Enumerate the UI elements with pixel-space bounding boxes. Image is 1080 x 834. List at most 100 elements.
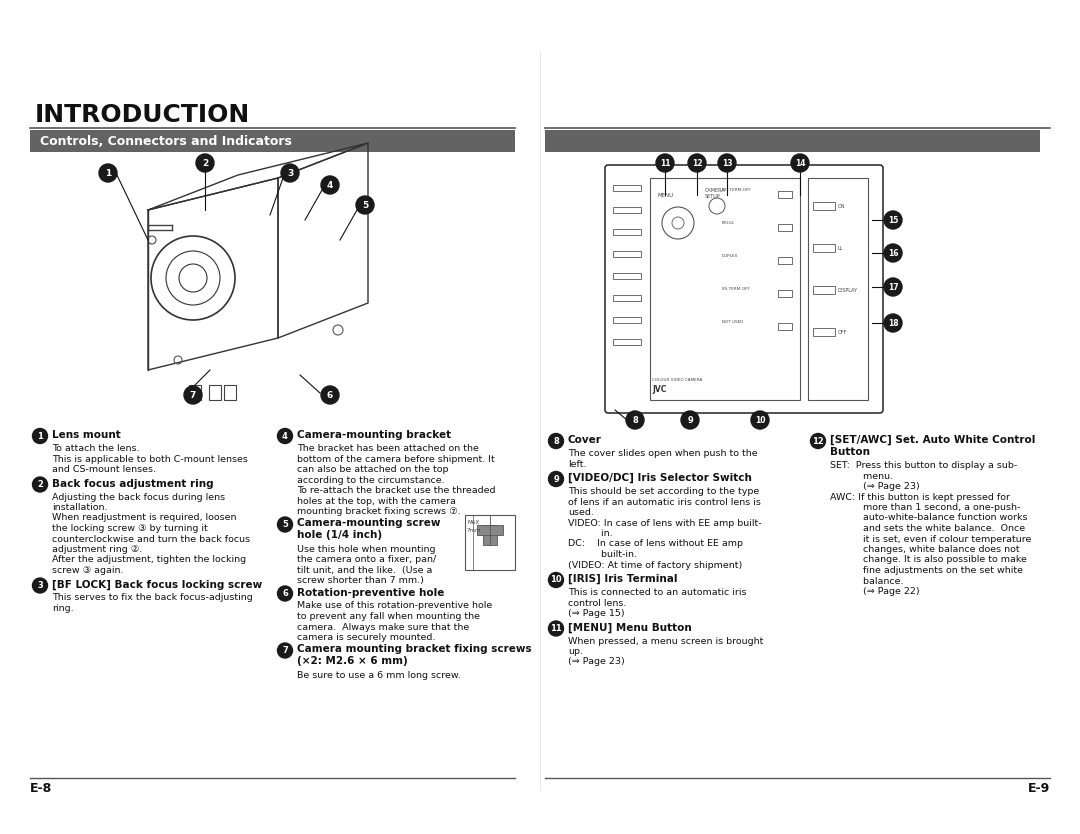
Text: MAX: MAX xyxy=(467,520,480,525)
Text: This is applicable to both C-mount lenses: This is applicable to both C-mount lense… xyxy=(52,455,248,464)
Text: screw shorter than 7 mm.): screw shorter than 7 mm.) xyxy=(297,576,423,585)
Text: 13: 13 xyxy=(721,158,732,168)
Text: tilt unit, and the like.  (Use a: tilt unit, and the like. (Use a xyxy=(297,565,432,575)
Text: 1: 1 xyxy=(105,168,111,178)
Bar xyxy=(813,244,835,252)
Circle shape xyxy=(99,164,117,182)
Circle shape xyxy=(278,643,293,658)
Text: adjustment ring ②.: adjustment ring ②. xyxy=(52,545,143,554)
Text: 8: 8 xyxy=(553,436,558,445)
Text: 17: 17 xyxy=(888,283,899,292)
Circle shape xyxy=(549,572,564,587)
Text: Button: Button xyxy=(831,447,870,457)
Text: After the adjustment, tighten the locking: After the adjustment, tighten the lockin… xyxy=(52,555,246,565)
Circle shape xyxy=(885,278,902,296)
Circle shape xyxy=(356,196,374,214)
Text: changes, white balance does not: changes, white balance does not xyxy=(831,545,1020,554)
Text: Use this hole when mounting: Use this hole when mounting xyxy=(297,545,435,554)
Circle shape xyxy=(718,154,735,172)
Bar xyxy=(613,207,642,213)
Bar xyxy=(813,328,835,336)
Bar xyxy=(778,224,792,231)
Text: 6: 6 xyxy=(282,589,288,598)
Text: ring.: ring. xyxy=(52,604,73,613)
Text: Back focus adjustment ring: Back focus adjustment ring xyxy=(52,479,214,489)
Text: 7: 7 xyxy=(190,390,197,399)
Text: MENU: MENU xyxy=(658,193,674,198)
Text: (⇒ Page 22): (⇒ Page 22) xyxy=(831,587,920,596)
Text: screw ③ again.: screw ③ again. xyxy=(52,566,123,575)
Circle shape xyxy=(184,386,202,404)
Text: VIDEO: In case of lens with EE amp built-: VIDEO: In case of lens with EE amp built… xyxy=(568,519,761,527)
Text: [BF LOCK] Back focus locking screw: [BF LOCK] Back focus locking screw xyxy=(52,580,262,590)
Text: 9: 9 xyxy=(553,475,558,484)
Text: To re-attach the bracket use the threaded: To re-attach the bracket use the threade… xyxy=(297,486,496,495)
Circle shape xyxy=(321,176,339,194)
Bar xyxy=(813,286,835,294)
Circle shape xyxy=(32,429,48,444)
Text: The cover slides open when push to the: The cover slides open when push to the xyxy=(568,449,758,458)
Bar xyxy=(808,178,868,400)
Text: Camera-mounting bracket: Camera-mounting bracket xyxy=(297,430,451,440)
Text: 1: 1 xyxy=(37,431,43,440)
Text: This is connected to an automatic iris: This is connected to an automatic iris xyxy=(568,588,746,597)
Bar xyxy=(613,295,642,301)
Text: according to the circumstance.: according to the circumstance. xyxy=(297,475,445,485)
Circle shape xyxy=(885,244,902,262)
Text: of lens if an automatic iris control lens is: of lens if an automatic iris control len… xyxy=(568,498,761,506)
Text: auto-white-balance function works: auto-white-balance function works xyxy=(831,514,1027,522)
Text: Cover: Cover xyxy=(568,435,602,445)
Circle shape xyxy=(626,411,644,429)
Circle shape xyxy=(549,621,564,636)
Text: 16: 16 xyxy=(888,249,899,258)
Text: Camera-mounting screw: Camera-mounting screw xyxy=(297,519,441,529)
Bar xyxy=(483,525,497,545)
Text: installation.: installation. xyxy=(52,503,108,512)
Text: mounting bracket fixing screws ⑦.: mounting bracket fixing screws ⑦. xyxy=(297,507,461,516)
Text: Make use of this rotation-preventive hole: Make use of this rotation-preventive hol… xyxy=(297,601,492,610)
Bar xyxy=(778,257,792,264)
Text: 5: 5 xyxy=(282,520,288,529)
Text: When pressed, a menu screen is brought: When pressed, a menu screen is brought xyxy=(568,636,764,646)
Text: SET:  Press this button to display a sub-: SET: Press this button to display a sub- xyxy=(831,461,1017,470)
Circle shape xyxy=(281,164,299,182)
Bar xyxy=(613,185,642,191)
Circle shape xyxy=(278,429,293,444)
Text: The bracket has been attached on the: The bracket has been attached on the xyxy=(297,444,478,453)
Circle shape xyxy=(278,517,293,532)
Text: 10: 10 xyxy=(550,575,562,585)
Bar xyxy=(778,290,792,297)
Text: 2: 2 xyxy=(202,158,208,168)
Text: 3: 3 xyxy=(37,581,43,590)
Text: fine adjustments on the set white: fine adjustments on the set white xyxy=(831,566,1023,575)
Text: to prevent any fall when mounting the: to prevent any fall when mounting the xyxy=(297,612,480,621)
Text: DUPLEX: DUPLEX xyxy=(723,254,739,258)
Text: the camera onto a fixer, pan/: the camera onto a fixer, pan/ xyxy=(297,555,436,564)
Text: Rotation-preventive hole: Rotation-preventive hole xyxy=(297,587,444,597)
Text: Adjusting the back focus during lens: Adjusting the back focus during lens xyxy=(52,493,225,501)
Text: 4: 4 xyxy=(327,180,334,189)
Text: RS TERM-OFF: RS TERM-OFF xyxy=(723,287,750,291)
Circle shape xyxy=(549,471,564,486)
Text: it is set, even if colour temperature: it is set, even if colour temperature xyxy=(831,535,1031,544)
Text: in.: in. xyxy=(568,529,612,538)
Text: more than 1 second, a one-push-: more than 1 second, a one-push- xyxy=(831,503,1021,512)
Text: and CS-mount lenses.: and CS-mount lenses. xyxy=(52,465,156,474)
Circle shape xyxy=(32,578,48,593)
Text: 3: 3 xyxy=(287,168,293,178)
Text: EXT.TERM-OFF: EXT.TERM-OFF xyxy=(723,188,752,192)
Bar xyxy=(189,385,201,400)
Text: left.: left. xyxy=(568,460,586,469)
Text: NOT USED: NOT USED xyxy=(723,320,743,324)
Text: This should be set according to the type: This should be set according to the type xyxy=(568,487,759,496)
Text: [VIDEO/DC] Iris Selector Switch: [VIDEO/DC] Iris Selector Switch xyxy=(568,473,752,483)
Text: camera is securely mounted.: camera is securely mounted. xyxy=(297,633,435,642)
Text: balance.: balance. xyxy=(831,576,904,585)
Circle shape xyxy=(656,154,674,172)
Text: 12: 12 xyxy=(812,436,824,445)
Text: hole (1/4 inch): hole (1/4 inch) xyxy=(297,530,382,540)
Circle shape xyxy=(278,586,293,601)
Circle shape xyxy=(195,154,214,172)
Bar xyxy=(613,251,642,257)
Circle shape xyxy=(32,477,48,492)
